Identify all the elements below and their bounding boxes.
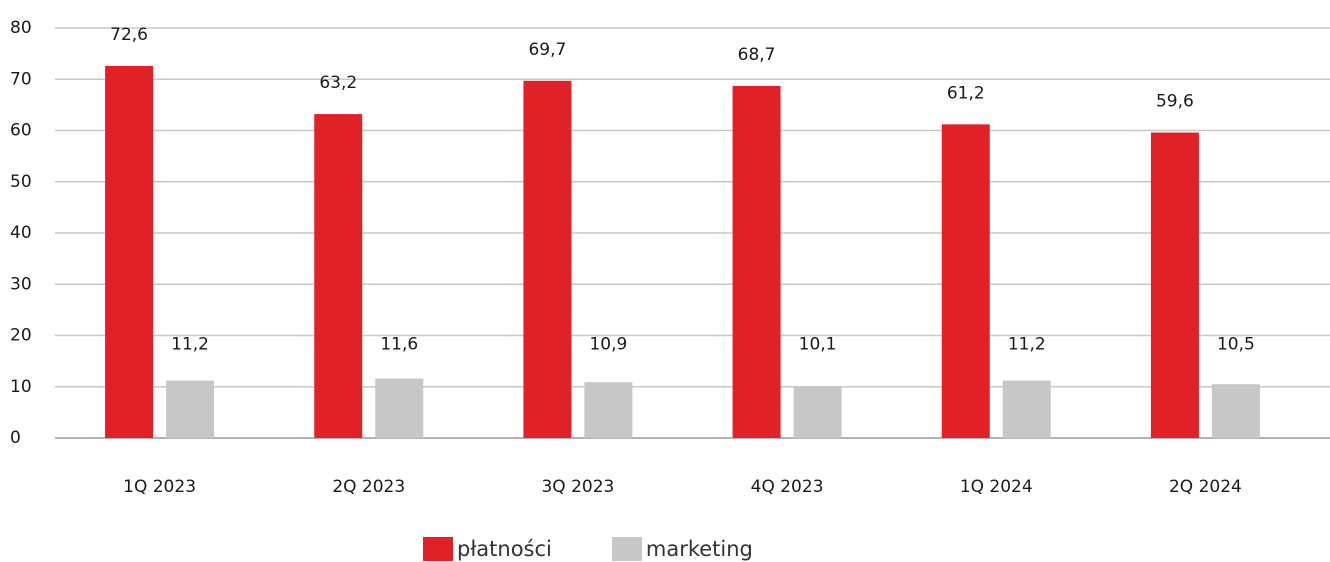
- x-tick-label-5: 2Q 2024: [1169, 477, 1242, 497]
- bar-marketing-5: [1211, 384, 1260, 438]
- legend-item-marketing: marketing: [611, 537, 753, 561]
- y-tick-label-20: 20: [10, 326, 32, 346]
- legend-swatch-marketing: [611, 537, 642, 561]
- x-tick-label-0: 1Q 2023: [123, 477, 196, 497]
- bar-platnosci-0: [105, 65, 154, 439]
- x-tick-label-1: 2Q 2023: [332, 477, 405, 497]
- bar-marketing-4: [1002, 380, 1051, 438]
- bar-marketing-1: [375, 378, 424, 438]
- bar-platnosci-5: [1150, 132, 1199, 439]
- x-tick-label-2: 3Q 2023: [541, 477, 614, 497]
- x-tick-label-3: 4Q 2023: [751, 477, 824, 497]
- y-tick-label-60: 60: [10, 121, 32, 141]
- value-labels: 72,6 11,2 63,2 11,6 69,7 10,9 68,7 10,1 61,2 11,2…: [110, 25, 1255, 355]
- bar-platnosci-3: [732, 85, 781, 438]
- bar-platnosci-4: [941, 124, 990, 438]
- bar-marketing-0: [166, 380, 215, 438]
- y-tick-label-30: 30: [10, 274, 32, 294]
- y-tick-label-80: 80: [10, 18, 32, 38]
- bars: [105, 65, 1260, 439]
- value-label-platnosci-2: 69,7: [528, 40, 566, 60]
- y-tick-label-10: 10: [10, 377, 32, 397]
- y-axis-ticks: 0 10 20 30 40 50 60 70 80: [10, 18, 32, 448]
- value-label-marketing-5: 10,5: [1217, 335, 1255, 355]
- value-label-platnosci-3: 68,7: [738, 45, 776, 65]
- value-label-platnosci-4: 61,2: [947, 83, 985, 103]
- gridlines: [55, 27, 1330, 439]
- y-tick-label-50: 50: [10, 172, 32, 192]
- x-tick-label-4: 1Q 2024: [960, 477, 1033, 497]
- value-label-marketing-2: 10,9: [589, 335, 627, 355]
- y-tick-label-40: 40: [10, 223, 32, 243]
- legend-swatch-platnosci: [423, 537, 453, 561]
- value-label-platnosci-5: 59,6: [1156, 92, 1194, 112]
- value-label-marketing-3: 10,1: [799, 335, 837, 355]
- bar-platnosci-2: [523, 80, 572, 438]
- value-label-platnosci-1: 63,2: [319, 73, 357, 93]
- y-tick-label-0: 0: [10, 428, 21, 448]
- value-label-marketing-1: 11,6: [380, 335, 418, 355]
- legend-label-platnosci: płatności: [457, 537, 552, 561]
- legend-label-marketing: marketing: [645, 537, 753, 561]
- x-axis-labels: 1Q 2023 2Q 2023 3Q 2023 4Q 2023 1Q 2024 2Q 20…: [123, 477, 1242, 497]
- value-label-platnosci-0: 72,6: [110, 25, 148, 45]
- bar-marketing-3: [793, 386, 842, 438]
- y-tick-label-70: 70: [10, 69, 32, 89]
- legend-item-platnosci: płatności: [423, 537, 552, 561]
- bar-platnosci-1: [314, 114, 363, 438]
- value-label-marketing-0: 11,2: [171, 335, 209, 355]
- legend: płatności marketing: [423, 537, 813, 561]
- value-label-marketing-4: 11,2: [1008, 335, 1046, 355]
- bar-marketing-2: [584, 382, 633, 438]
